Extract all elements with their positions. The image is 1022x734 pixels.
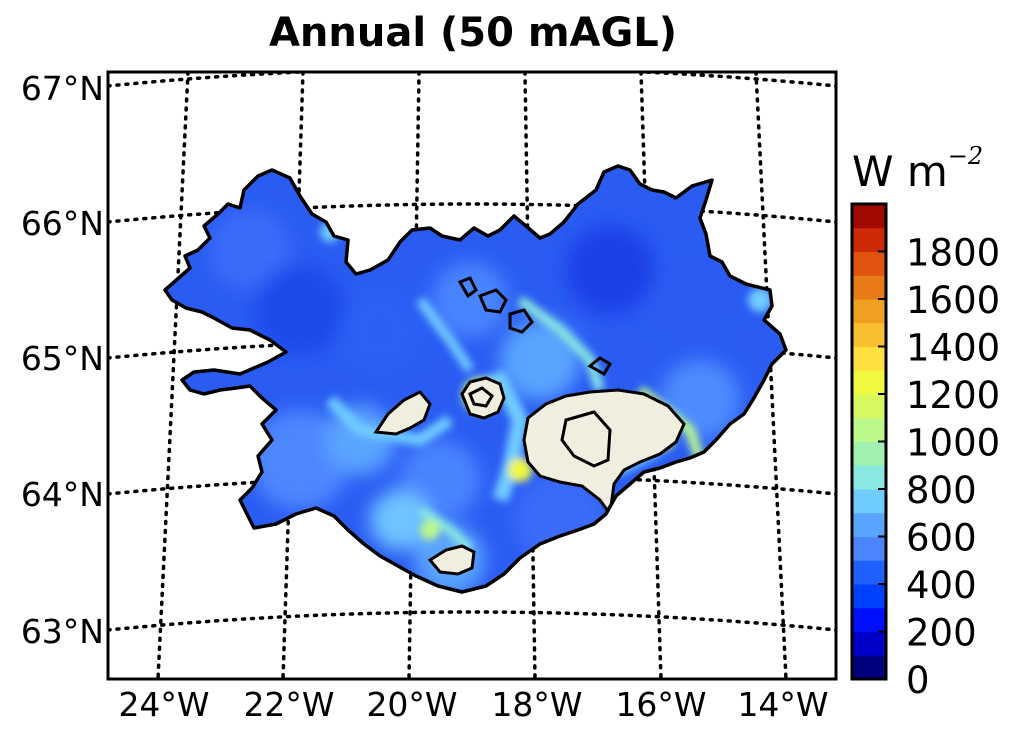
meridian-16w <box>639 72 663 679</box>
colorbar-segment <box>852 394 886 419</box>
colorbar-segment <box>852 227 886 252</box>
colorbar-segment <box>852 512 886 537</box>
colorbar-tick-label: 1400 <box>906 327 1000 370</box>
colorbar-segment <box>852 536 886 561</box>
glacier-langjokull <box>373 390 432 436</box>
colorbar-segment <box>852 275 886 300</box>
colorbar-segment <box>852 655 886 680</box>
lat-label-67n: 67°N <box>21 69 104 108</box>
colorbar-segment <box>852 322 886 347</box>
lon-label-16w: 16°W <box>615 685 706 724</box>
colorbar-segment <box>852 489 886 514</box>
colorbar-segment <box>852 465 886 490</box>
glacier-myrdalsjokull <box>427 544 476 576</box>
colorbar-tick-label: 1800 <box>906 232 1000 275</box>
colorbar-segment <box>852 560 886 585</box>
colorbar-segment <box>852 631 886 656</box>
meridian-18w <box>523 72 537 679</box>
colorbar-segment <box>852 584 886 609</box>
meridian-14w <box>754 72 788 679</box>
colorbar-tick-label: 0 <box>906 659 930 702</box>
colorbar-segment <box>852 417 886 442</box>
colorbar-tick-label: 1600 <box>906 279 1000 322</box>
lon-label-22w: 22°W <box>243 685 334 724</box>
colorbar-tick-label: 400 <box>906 564 977 607</box>
lon-label-24w: 24°W <box>118 685 209 724</box>
meridian-22w <box>281 72 305 679</box>
glacier-hofsjokull <box>460 376 506 420</box>
lon-labels: 24°W 22°W 20°W 18°W 16°W 14°W <box>118 685 828 724</box>
colorbar-unit-label: W m−2 <box>852 142 984 196</box>
lon-label-18w: 18°W <box>491 685 582 724</box>
colorbar-tick-label: 1200 <box>906 374 1000 417</box>
meridian-20w <box>407 72 421 679</box>
lon-label-14w: 14°W <box>737 685 828 724</box>
lat-label-65n: 65°N <box>21 339 104 378</box>
colorbar-segment <box>852 607 886 632</box>
colorbar-tick-label: 1000 <box>906 422 1000 465</box>
iceland-coastline <box>163 164 788 594</box>
lon-label-20w: 20°W <box>366 685 457 724</box>
glacier-vatnajokull <box>522 388 686 518</box>
map-frame <box>106 70 838 681</box>
lat-label-66n: 66°N <box>21 204 104 243</box>
lat-labels: 67°N 66°N 65°N 64°N 63°N <box>21 69 104 651</box>
graticule <box>108 72 836 679</box>
colorbar-segment <box>852 299 886 324</box>
colorbar-segment <box>852 346 886 371</box>
lat-label-63n: 63°N <box>21 612 104 651</box>
lat-label-64n: 64°N <box>21 475 104 514</box>
glacier-areas <box>373 376 686 576</box>
meridian-24w <box>156 72 190 679</box>
colorbar-tick-label: 600 <box>906 517 977 560</box>
colorbar-segment <box>852 441 886 466</box>
map-title: Annual (50 mAGL) <box>268 10 678 56</box>
colorbar-segment <box>852 370 886 395</box>
colorbar-segment <box>852 251 886 276</box>
colorbar-tick-label: 200 <box>906 612 977 655</box>
colorbar-tick-label: 800 <box>906 469 977 512</box>
colorbar-segment <box>852 204 886 229</box>
